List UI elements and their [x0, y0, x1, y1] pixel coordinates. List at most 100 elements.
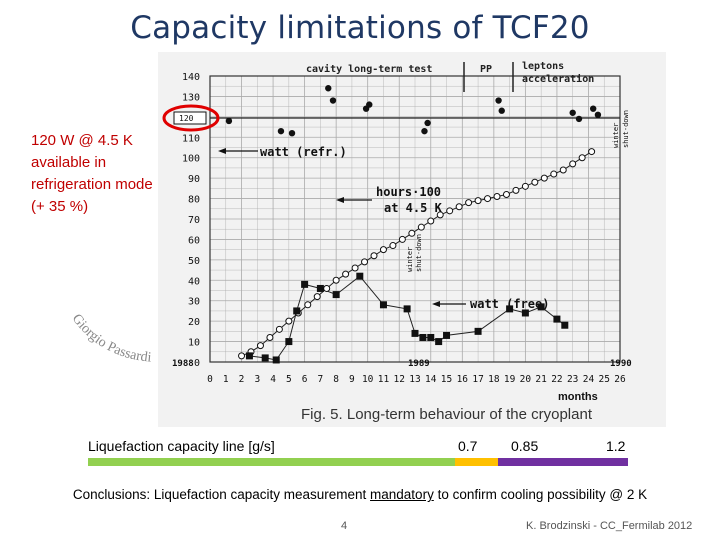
hours-point: [521, 182, 529, 190]
refr-point: [366, 101, 373, 108]
label-winter-2: winter: [612, 123, 620, 148]
x-tick-label: 4: [270, 374, 276, 385]
x-tick-label: 20: [520, 374, 532, 385]
hours-point: [436, 211, 444, 219]
x-tick-label: 13: [409, 374, 420, 385]
y-tick-label: 0: [194, 358, 200, 369]
free-point: [443, 331, 451, 339]
hours-point: [285, 317, 293, 325]
highlight-value-120: 120: [179, 114, 194, 123]
refr-point: [225, 117, 233, 125]
capacity-segment-yellow: [455, 458, 498, 466]
x-tick-label: 24: [583, 374, 595, 385]
figure-caption: Fig. 5. Long-term behaviour of the cryop…: [301, 406, 593, 423]
x-tick-label: 3: [254, 374, 260, 385]
free-point: [379, 301, 387, 309]
hours-point: [342, 270, 350, 278]
x-tick-label: 14: [425, 374, 437, 385]
refr-point: [288, 130, 296, 137]
author-overlay-path: Giorgio Passardi: [69, 312, 152, 366]
scanned-figure: 0102030405060708090100110120130140 01234…: [158, 52, 666, 427]
free-point: [435, 338, 443, 346]
hours-point: [588, 148, 596, 156]
hours-point: [313, 293, 321, 301]
y-tick-label: 80: [188, 195, 200, 206]
refr-point: [325, 85, 332, 92]
x-tick-label: 23: [567, 374, 578, 385]
y-tick-label: 60: [188, 235, 200, 246]
y-tick-label: 130: [182, 92, 200, 103]
author-overlay: Giorgio Passardi: [69, 312, 152, 366]
x-tick-label: 25: [599, 374, 610, 385]
refr-point: [589, 105, 597, 112]
hours-point: [569, 160, 577, 168]
free-point: [272, 356, 280, 364]
y-tick-label: 10: [188, 338, 200, 349]
refr-point: [594, 111, 602, 119]
label-winter-1: winter: [406, 247, 414, 272]
x-tick-label: 16: [457, 374, 469, 385]
capacity-segment-purple: [498, 458, 628, 466]
hours-point: [238, 352, 246, 360]
free-point: [316, 284, 324, 292]
x-tick-label: 12: [394, 374, 405, 385]
header-leptons: leptons: [522, 61, 564, 72]
x-tick-label: 21: [535, 374, 547, 385]
highlight-box-120: [173, 111, 207, 125]
free-point: [419, 333, 427, 341]
x-tick-label: 19: [504, 374, 516, 385]
hours-point: [417, 223, 425, 231]
series-line-2: [249, 275, 566, 361]
refr-point: [329, 97, 337, 104]
year-1989: 1989: [408, 359, 430, 369]
capacity-value-3: 1.2: [606, 438, 626, 454]
hours-point: [332, 276, 340, 284]
chart-grid: [209, 75, 621, 363]
capacity-bar: [88, 458, 628, 466]
free-point: [403, 305, 411, 313]
series-points: [225, 85, 602, 364]
x-tick-label: 18: [488, 374, 500, 385]
y-tick-label: 100: [182, 154, 200, 165]
label-hours-1: hours·100: [376, 185, 441, 199]
hours-point: [379, 246, 387, 254]
year-1990: 1990: [610, 359, 632, 369]
x-tick-label: 7: [318, 374, 324, 385]
plot-frame: [209, 75, 621, 363]
hours-point: [455, 203, 463, 211]
x-tick-label: 2: [239, 374, 245, 385]
free-point: [285, 338, 293, 346]
y-tick-label: 110: [182, 133, 200, 144]
free-point: [261, 354, 269, 362]
free-point: [293, 307, 301, 315]
hours-point: [502, 190, 510, 198]
free-point: [427, 333, 435, 341]
free-point: [521, 309, 529, 317]
header-cavity: cavity long-term test: [306, 63, 432, 75]
label-hours-2: at 4.5 K: [384, 201, 443, 215]
x-tick-label: 17: [472, 374, 483, 385]
refr-point: [277, 127, 285, 135]
refr-point: [421, 127, 428, 135]
cryoplant-chart: 0102030405060708090100110120130140 01234…: [158, 52, 666, 427]
footer: K. Brodzinski - CC_Fermilab 2012: [526, 520, 693, 532]
y-tick-label: 30: [188, 297, 200, 308]
arrowhead-hours: [336, 197, 344, 203]
hours-point: [389, 242, 397, 250]
x-tick-label: 22: [551, 374, 562, 385]
hours-point: [474, 197, 482, 205]
free-point: [245, 352, 253, 360]
header-acceleration: acceleration: [522, 73, 594, 85]
hours-point: [550, 170, 558, 178]
hours-point: [540, 174, 548, 182]
hours-point: [323, 284, 331, 292]
page-number: 4: [341, 520, 348, 532]
hours-point: [465, 199, 473, 207]
capacity-value-1: 0.7: [458, 438, 478, 454]
hours-point: [559, 166, 567, 174]
capacity-segment-green: [88, 458, 455, 466]
free-point: [356, 272, 364, 280]
free-point: [411, 329, 419, 337]
x-tick-label: 1: [223, 374, 229, 385]
conclusion-prefix: Conclusions: Liquefaction capacity measu…: [72, 487, 371, 502]
